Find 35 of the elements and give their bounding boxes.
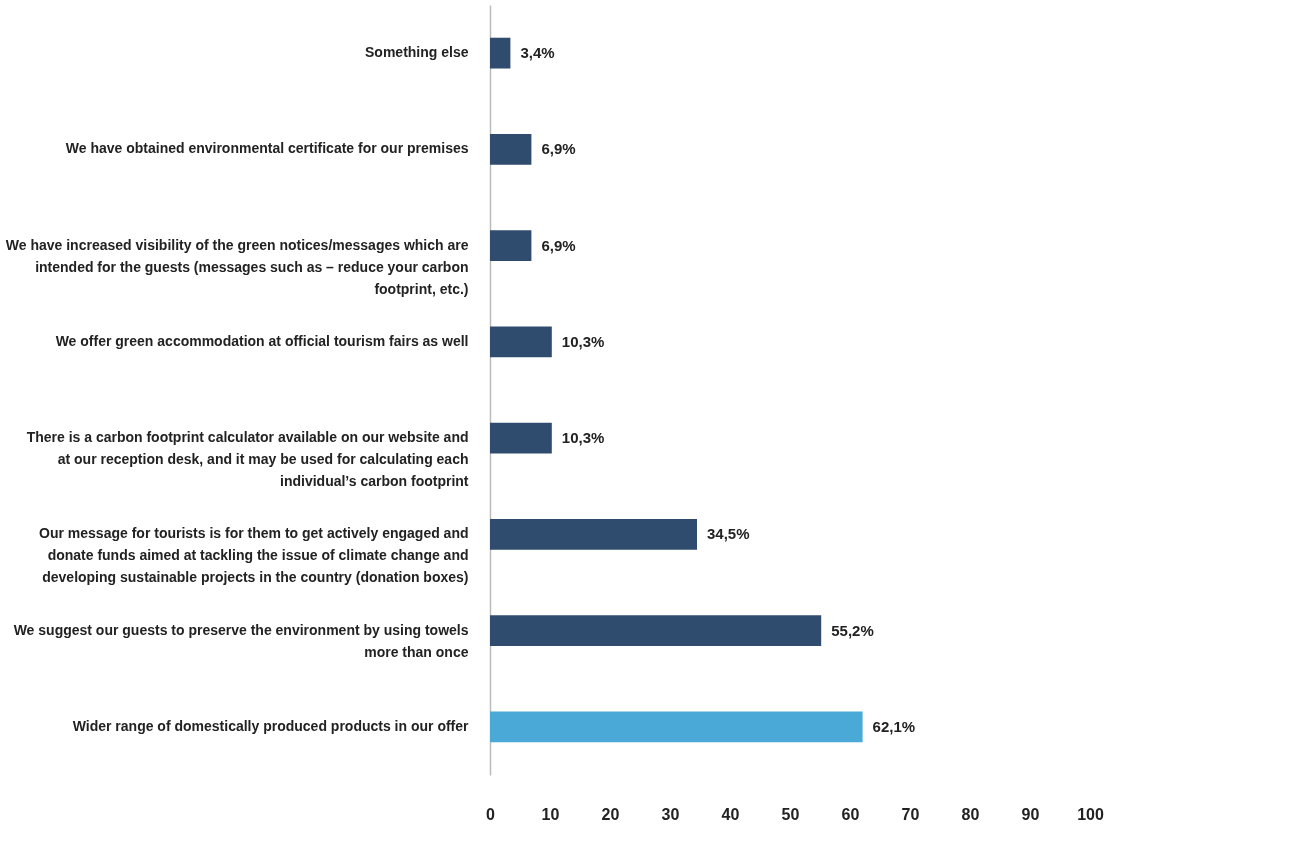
x-tick-label: 90 [1021,805,1040,823]
x-tick-label: 0 [486,805,496,823]
data-label: 55,2% [831,621,874,639]
x-tick-label: 60 [841,805,860,823]
y-tick-label: There is a carbon footprint calculator available on our website and at our reception desk, and it may be used for calculating each individual’s carbon footprint [26,429,469,490]
data-label: 3,4% [520,44,555,62]
x-tick-label: 20 [601,805,620,823]
bar [490,615,822,647]
data-label: 10,3% [561,332,605,350]
x-tick-label: 80 [961,805,980,823]
y-tick-label: We suggest our guests to preserve the environment by using towels more than once [13,621,469,660]
bar [490,326,552,358]
bar [490,37,511,69]
x-tick-label: 30 [661,805,680,823]
x-tick-label: 10 [541,805,560,823]
y-tick-label: We have increased visibility of the green notices/messages which are intended for the guests (messages such as – reduce your carbon footprint, etc.) [5,236,469,297]
data-label: 6,9% [541,140,576,158]
x-tick-label: 50 [781,805,800,823]
y-tick-label: We offer green accommodation at official tourism fairs as well [55,332,469,349]
bar [490,230,532,262]
data-label: 62,1% [872,717,916,735]
y-tick-label: Our message for tourists is for them to get actively engaged and donate funds aimed at tackling the issue of climate change and developing sustainable projects in the country (donation boxes) [39,525,469,586]
data-label: 34,5% [707,525,750,543]
bar [490,133,532,165]
y-tick-label: Wider range of domestically produced products in our offer [72,717,470,734]
bar [490,518,697,550]
x-tick-label: 40 [721,805,740,823]
bar [490,711,863,743]
y-tick-label: Something else [365,44,469,61]
data-label: 6,9% [541,236,576,254]
y-tick-label: We have obtained environmental certificate for our premises [65,140,469,157]
data-label: 10,3% [561,429,605,447]
x-tick-label: 100 [1077,805,1104,823]
x-tick-label: 70 [901,805,920,823]
bar [490,422,552,454]
